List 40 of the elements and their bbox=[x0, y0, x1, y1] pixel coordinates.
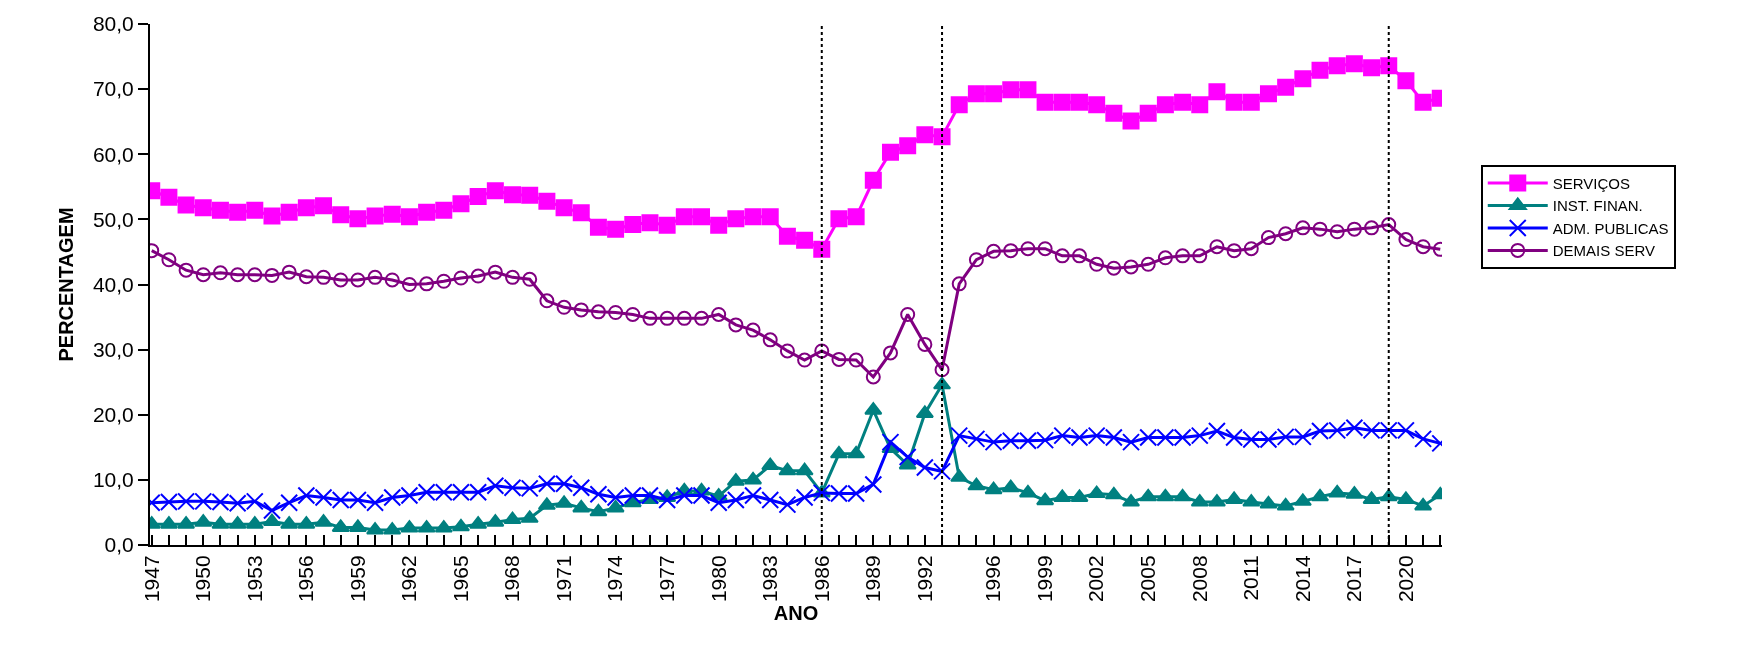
x-tick-label: 1968 bbox=[500, 555, 524, 603]
x-tick-label: 1971 bbox=[551, 555, 575, 603]
x-tick-label: 1950 bbox=[191, 555, 215, 603]
y-tick-label: 70,0 bbox=[92, 77, 134, 101]
x-tick-label: 2002 bbox=[1084, 555, 1108, 603]
y-tick-label: 40,0 bbox=[92, 272, 134, 296]
x-tick-label: 1989 bbox=[861, 555, 885, 603]
x-tick-label: 1962 bbox=[397, 555, 421, 603]
x-tick-label: 2005 bbox=[1136, 555, 1160, 603]
x-tick-label: 2011 bbox=[1239, 555, 1263, 601]
x-tick-label: 1999 bbox=[1032, 555, 1056, 603]
legend-label: DEMAIS SERV bbox=[1552, 242, 1656, 260]
y-tick-label: 60,0 bbox=[92, 142, 134, 166]
x-tick-label: 1956 bbox=[294, 555, 318, 603]
x-tick-label: 1947 bbox=[139, 555, 163, 603]
legend-label: INST. FINAN. bbox=[1552, 197, 1643, 215]
x-tick-label: 1996 bbox=[981, 555, 1005, 603]
y-tick-label: 80,0 bbox=[92, 12, 134, 36]
y-tick-label: 10,0 bbox=[92, 468, 134, 492]
x-tick-label: 1983 bbox=[758, 555, 782, 603]
x-tick-label: 1953 bbox=[242, 555, 266, 603]
x-tick-label: 2014 bbox=[1290, 555, 1314, 603]
y-tick-label: 50,0 bbox=[92, 207, 134, 231]
x-tick-label: 2017 bbox=[1342, 555, 1366, 603]
x-tick-label: 1980 bbox=[706, 555, 730, 603]
x-tick-label: 1974 bbox=[603, 555, 627, 603]
y-tick-label: 20,0 bbox=[92, 403, 134, 427]
y-tick-label: 30,0 bbox=[92, 337, 134, 361]
x-axis-title: ANO bbox=[773, 602, 819, 625]
legend-label: ADM. PUBLICAS bbox=[1552, 219, 1669, 237]
x-tick-label: 2020 bbox=[1393, 555, 1417, 603]
legend-label: SERVIÇOS bbox=[1552, 174, 1631, 192]
x-tick-label: 2008 bbox=[1187, 555, 1211, 603]
x-tick-label: 1977 bbox=[654, 555, 678, 603]
y-axis-title: PERCENTAGEM bbox=[54, 207, 77, 362]
y-tick-label: 0,0 bbox=[104, 533, 134, 557]
x-tick-label: 1986 bbox=[809, 555, 833, 603]
x-tick-label: 1965 bbox=[448, 555, 472, 603]
x-tick-label: 1992 bbox=[912, 555, 936, 603]
x-tick-label: 1959 bbox=[345, 555, 369, 603]
